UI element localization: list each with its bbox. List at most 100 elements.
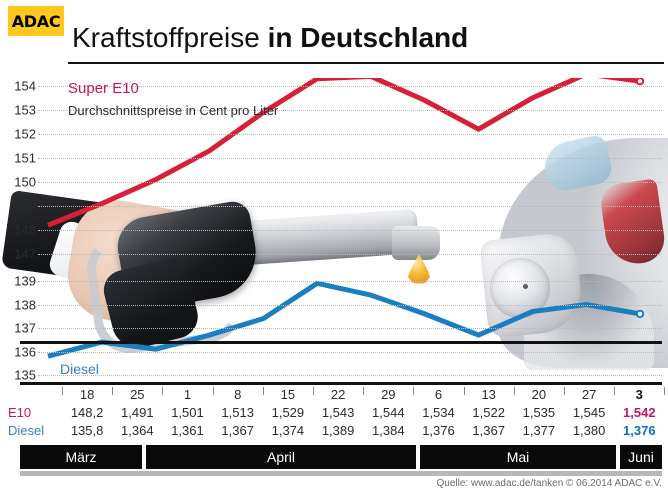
axis-tick-mark bbox=[262, 387, 264, 395]
legend-diesel-label: Diesel bbox=[60, 361, 99, 377]
gridline-lower bbox=[38, 351, 662, 353]
table-row-diesel: Diesel 135,8 1,364 1,361 1,367 1,374 1,389 1,3… bbox=[0, 422, 668, 440]
table-cell-diesel: 1,384 bbox=[372, 423, 405, 438]
axis-tick-mark bbox=[363, 387, 365, 395]
axis-tick-label-upper: 154 bbox=[14, 78, 36, 94]
axis-tick-label-lower: 139 bbox=[14, 273, 36, 289]
axis-tick-label-lower: 138 bbox=[14, 297, 36, 312]
adac-logo: ADAC bbox=[8, 6, 64, 36]
axis-tick-label-lower: 136 bbox=[14, 344, 36, 359]
chart-area: 154 153 152 151 150 149 148 147 139 138 137 136 135 bbox=[0, 78, 668, 388]
table-cell-diesel: 1,361 bbox=[171, 423, 204, 438]
page-title-bold: in Deutschland bbox=[267, 22, 469, 53]
table-cell-date: 25 bbox=[130, 387, 145, 402]
e10-line bbox=[47, 78, 641, 228]
axis-tick-label-lower: 135 bbox=[14, 367, 36, 383]
gridline-lower bbox=[38, 304, 662, 306]
table-cell-date: 1 bbox=[183, 387, 192, 402]
lower-axis-baseline bbox=[20, 382, 662, 385]
axis-tick-mark bbox=[62, 387, 63, 395]
month-bar: März April Mai Juni bbox=[0, 445, 668, 469]
table-cell-e10: 148,2 bbox=[70, 405, 104, 420]
table-cell-diesel: 1,389 bbox=[321, 423, 355, 438]
axis-tick-label-upper: 147 bbox=[14, 246, 36, 262]
gridline-upper bbox=[38, 182, 662, 183]
table-cell-e10: 1,522 bbox=[472, 405, 505, 420]
axis-tick-mark bbox=[413, 387, 415, 395]
axis-tick-mark bbox=[313, 387, 314, 395]
gridline-upper bbox=[38, 110, 662, 111]
chart-subtitle: Durchschnittspreise in Cent pro Liter bbox=[68, 103, 279, 118]
gridline-lower bbox=[38, 328, 662, 329]
adac-logo-text: ADAC bbox=[11, 11, 61, 31]
legend-e10-label: Super E10 bbox=[68, 80, 139, 97]
axis-tick-mark bbox=[513, 387, 515, 395]
table-cell-date: 22 bbox=[330, 387, 346, 402]
table-cell-diesel: 1,380 bbox=[572, 423, 606, 438]
table-cell-diesel: 1,376 bbox=[422, 423, 455, 438]
axis-tick-mark bbox=[614, 387, 616, 395]
table-cell-e10: 1,543 bbox=[321, 405, 355, 420]
row-label-e10: E10 bbox=[8, 405, 32, 420]
table-cell-e10: 1,534 bbox=[422, 405, 455, 420]
page-title: Kraftstoffpreise in Deutschland bbox=[72, 22, 468, 54]
upper-axis-baseline bbox=[20, 341, 662, 344]
table-cell-diesel: 1,376 bbox=[623, 423, 656, 438]
table-cell-date: 29 bbox=[381, 387, 396, 402]
table-cell-date: 13 bbox=[481, 387, 496, 402]
table-cell-date: 20 bbox=[531, 387, 547, 402]
chart-lines bbox=[47, 78, 645, 359]
axis-tick-mark bbox=[564, 387, 565, 395]
gridline-upper bbox=[38, 158, 662, 159]
source-note: Quelle: www.adac.de/tanken © 06.2014 ADA… bbox=[436, 478, 662, 489]
gridline-lower bbox=[38, 375, 662, 376]
bottom-grey-bar bbox=[20, 471, 662, 476]
gridline-upper bbox=[38, 134, 662, 135]
gridline-upper bbox=[38, 206, 662, 207]
table-cell-diesel: 1,367 bbox=[472, 423, 505, 438]
table-cell-e10: 1,529 bbox=[271, 405, 305, 420]
table-cell-date: 27 bbox=[581, 387, 597, 402]
table-cell-diesel: 1,374 bbox=[271, 423, 305, 438]
table-cell-diesel: 135,8 bbox=[70, 423, 104, 438]
axis-tick-mark bbox=[664, 387, 666, 395]
axis-tick-mark bbox=[162, 387, 164, 395]
month-label: April bbox=[146, 445, 416, 469]
table-cell-e10: 1,513 bbox=[221, 405, 254, 420]
axis-tick-mark bbox=[212, 387, 214, 395]
table-cell-date: 18 bbox=[79, 387, 95, 402]
data-table: 18 25 1 8 15 22 29 6 13 20 27 3 E10 148,2 1,491 1,501… bbox=[0, 386, 668, 440]
page-title-light: Kraftstoffpreise bbox=[72, 22, 268, 53]
gridline-upper bbox=[38, 254, 662, 255]
row-label-diesel: Diesel bbox=[8, 423, 45, 438]
axis-tick-mark bbox=[112, 387, 114, 395]
diesel-endpoint-marker bbox=[635, 309, 645, 319]
table-cell-e10: 1,544 bbox=[372, 405, 405, 420]
gridline-upper bbox=[38, 230, 662, 231]
table-cell-e10: 1,501 bbox=[171, 405, 204, 420]
e10-endpoint-marker bbox=[635, 78, 645, 86]
table-row-e10: E10 148,2 1,491 1,501 1,513 1,529 1,543 1,544 1… bbox=[0, 404, 668, 422]
axis-tick-label-upper: 151 bbox=[14, 150, 36, 166]
table-cell-e10: 1,542 bbox=[623, 405, 656, 420]
axis-tick-label-upper: 148 bbox=[14, 222, 36, 238]
axis-tick-label-lower: 137 bbox=[14, 320, 36, 336]
axis-tick-label-upper: 149 bbox=[14, 198, 36, 214]
gridline-lower bbox=[38, 281, 662, 282]
table-cell-diesel: 1,377 bbox=[522, 423, 556, 438]
month-label: Mai bbox=[420, 445, 616, 469]
table-cell-e10: 1,491 bbox=[121, 405, 154, 420]
month-label: Juni bbox=[620, 445, 662, 469]
table-cell-e10: 1,535 bbox=[522, 405, 556, 420]
table-cell-e10: 1,545 bbox=[572, 405, 606, 420]
title-divider bbox=[68, 62, 664, 64]
table-cell-date: 6 bbox=[434, 387, 443, 402]
table-row-dates: 18 25 1 8 15 22 29 6 13 20 27 3 bbox=[0, 386, 668, 404]
diesel-line bbox=[47, 280, 641, 359]
gridline-upper bbox=[38, 86, 662, 87]
month-label: März bbox=[20, 445, 142, 469]
table-cell-date: 8 bbox=[234, 387, 242, 402]
axis-tick-label-upper: 153 bbox=[14, 102, 36, 118]
table-cell-diesel: 1,364 bbox=[121, 423, 154, 438]
